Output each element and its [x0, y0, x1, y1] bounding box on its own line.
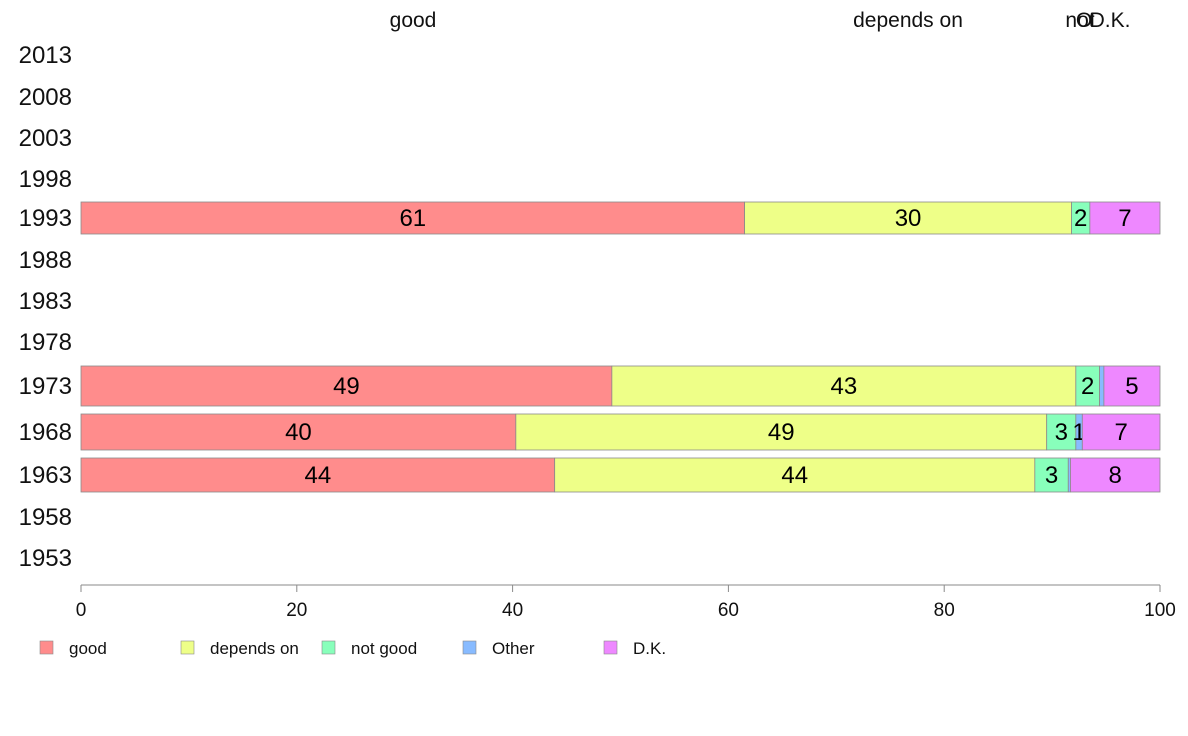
bar-1973-d-k-	[1103, 365, 1161, 407]
x-tick-label-60: 60	[718, 600, 739, 621]
x-tick-label-20: 20	[286, 600, 307, 621]
bar-1973-depends-on	[611, 365, 1077, 407]
year-labels: 2013 2008 2003 1998 1993 1988 1983 1978 1973 1968…	[19, 42, 72, 572]
year-label-1958: 1958	[19, 504, 72, 531]
bar-1968-d-k-	[1081, 413, 1161, 451]
x-tick-label-0: 0	[76, 600, 87, 621]
legend-swatch-1	[180, 640, 195, 655]
bar-label-1963-1: 44	[781, 462, 808, 489]
legend-label-1: depends on	[210, 639, 299, 658]
bar-1973-other	[1099, 365, 1105, 407]
bar-label-1968-4: 7	[1114, 419, 1127, 446]
bar-label-1963-4: 8	[1109, 462, 1122, 489]
bar-label-1973-4: 5	[1125, 373, 1138, 400]
top-label-2: not	[1065, 9, 1094, 32]
year-label-2008: 2008	[19, 84, 72, 111]
top-label-3: O	[1076, 9, 1092, 32]
bar-1963-d-k-	[1070, 457, 1161, 493]
legend-swatch-2	[321, 640, 336, 655]
bar-1963-good	[80, 457, 556, 493]
bar-label-1993-0: 61	[399, 205, 426, 232]
year-label-1953: 1953	[19, 545, 72, 572]
legend-label-3: Other	[492, 639, 535, 658]
legend-swatch-0	[39, 640, 54, 655]
year-label-1963: 1963	[19, 462, 72, 489]
year-label-1983: 1983	[19, 288, 72, 315]
legend-label-4: D.K.	[633, 639, 666, 658]
legend-swatch-4	[603, 640, 618, 655]
bar-label-1968-2: 3	[1055, 419, 1068, 446]
bar-label-1973-0: 49	[333, 373, 360, 400]
bar-label-1993-1: 30	[895, 205, 922, 232]
top-label-4: D.K.	[1090, 9, 1131, 32]
bar-1993-d-k-	[1089, 201, 1161, 235]
year-label-1973: 1973	[19, 373, 72, 400]
year-label-1998: 1998	[19, 166, 72, 193]
top-label-1: depends on	[853, 9, 963, 32]
bar-label-1968-0: 40	[285, 419, 312, 446]
bar-label-1993-4: 7	[1118, 205, 1131, 232]
legend-swatch-3	[462, 640, 477, 655]
x-tick-label-40: 40	[502, 600, 523, 621]
bars: 61 30 2 749 43 2 540 49 3 1 744 44 3 8	[80, 201, 1161, 493]
year-label-1993: 1993	[19, 205, 72, 232]
bar-label-1968-1: 49	[768, 419, 795, 446]
bar-label-1973-1: 43	[831, 373, 858, 400]
bar-label-1963-0: 44	[304, 462, 331, 489]
year-label-1968: 1968	[19, 419, 72, 446]
top-label-0: good	[390, 9, 437, 32]
x-axis: 0 20 40 60 80 100	[76, 584, 1176, 621]
legend: good depends on not good Other D.K.	[39, 639, 666, 658]
bar-label-1973-2: 2	[1081, 373, 1094, 400]
bar-1968-depends-on	[515, 413, 1048, 451]
bar-1993-good	[80, 201, 745, 235]
bar-1963-depends-on	[554, 457, 1036, 493]
bar-label-1993-2: 2	[1074, 205, 1087, 232]
year-label-2013: 2013	[19, 42, 72, 69]
legend-label-0: good	[69, 639, 107, 658]
legend-label-2: not good	[351, 639, 417, 658]
x-tick-label-80: 80	[934, 600, 955, 621]
year-label-2003: 2003	[19, 125, 72, 152]
year-label-1988: 1988	[19, 247, 72, 274]
bar-label-1963-2: 3	[1045, 462, 1058, 489]
x-tick-label-100: 100	[1144, 600, 1176, 621]
year-label-1978: 1978	[19, 329, 72, 356]
